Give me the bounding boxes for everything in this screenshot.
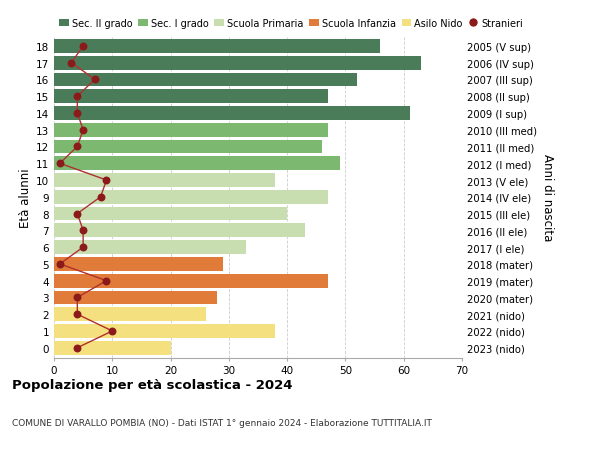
Bar bbox=[54, 73, 357, 87]
Bar bbox=[54, 90, 328, 104]
Point bbox=[73, 210, 82, 218]
Point bbox=[79, 244, 88, 251]
Bar bbox=[54, 190, 328, 204]
Point bbox=[73, 294, 82, 302]
Point bbox=[101, 277, 111, 285]
Bar bbox=[54, 341, 170, 355]
Point bbox=[73, 311, 82, 318]
Bar bbox=[54, 56, 421, 70]
Y-axis label: Età alunni: Età alunni bbox=[19, 168, 32, 227]
Text: Popolazione per età scolastica - 2024: Popolazione per età scolastica - 2024 bbox=[12, 379, 293, 392]
Point bbox=[79, 227, 88, 235]
Point bbox=[79, 127, 88, 134]
Point bbox=[55, 261, 65, 268]
Bar bbox=[54, 207, 287, 221]
Bar bbox=[54, 325, 275, 338]
Bar bbox=[54, 274, 328, 288]
Point bbox=[90, 77, 100, 84]
Point bbox=[73, 144, 82, 151]
Y-axis label: Anni di nascita: Anni di nascita bbox=[541, 154, 554, 241]
Bar bbox=[54, 241, 247, 254]
Point bbox=[73, 110, 82, 118]
Point bbox=[101, 177, 111, 185]
Bar bbox=[54, 257, 223, 271]
Point bbox=[67, 60, 76, 67]
Bar bbox=[54, 107, 410, 121]
Text: COMUNE DI VARALLO POMBIA (NO) - Dati ISTAT 1° gennaio 2024 - Elaborazione TUTTIT: COMUNE DI VARALLO POMBIA (NO) - Dati IST… bbox=[12, 418, 432, 427]
Bar bbox=[54, 40, 380, 54]
Bar bbox=[54, 224, 305, 238]
Point bbox=[55, 160, 65, 168]
Point bbox=[107, 328, 117, 335]
Bar bbox=[54, 308, 206, 321]
Bar bbox=[54, 123, 328, 137]
Bar bbox=[54, 140, 322, 154]
Point bbox=[73, 344, 82, 352]
Legend: Sec. II grado, Sec. I grado, Scuola Primaria, Scuola Infanzia, Asilo Nido, Stran: Sec. II grado, Sec. I grado, Scuola Prim… bbox=[59, 19, 523, 28]
Point bbox=[96, 194, 106, 201]
Bar bbox=[54, 157, 340, 171]
Point bbox=[79, 43, 88, 50]
Point bbox=[73, 93, 82, 101]
Bar bbox=[54, 291, 217, 305]
Bar bbox=[54, 174, 275, 187]
